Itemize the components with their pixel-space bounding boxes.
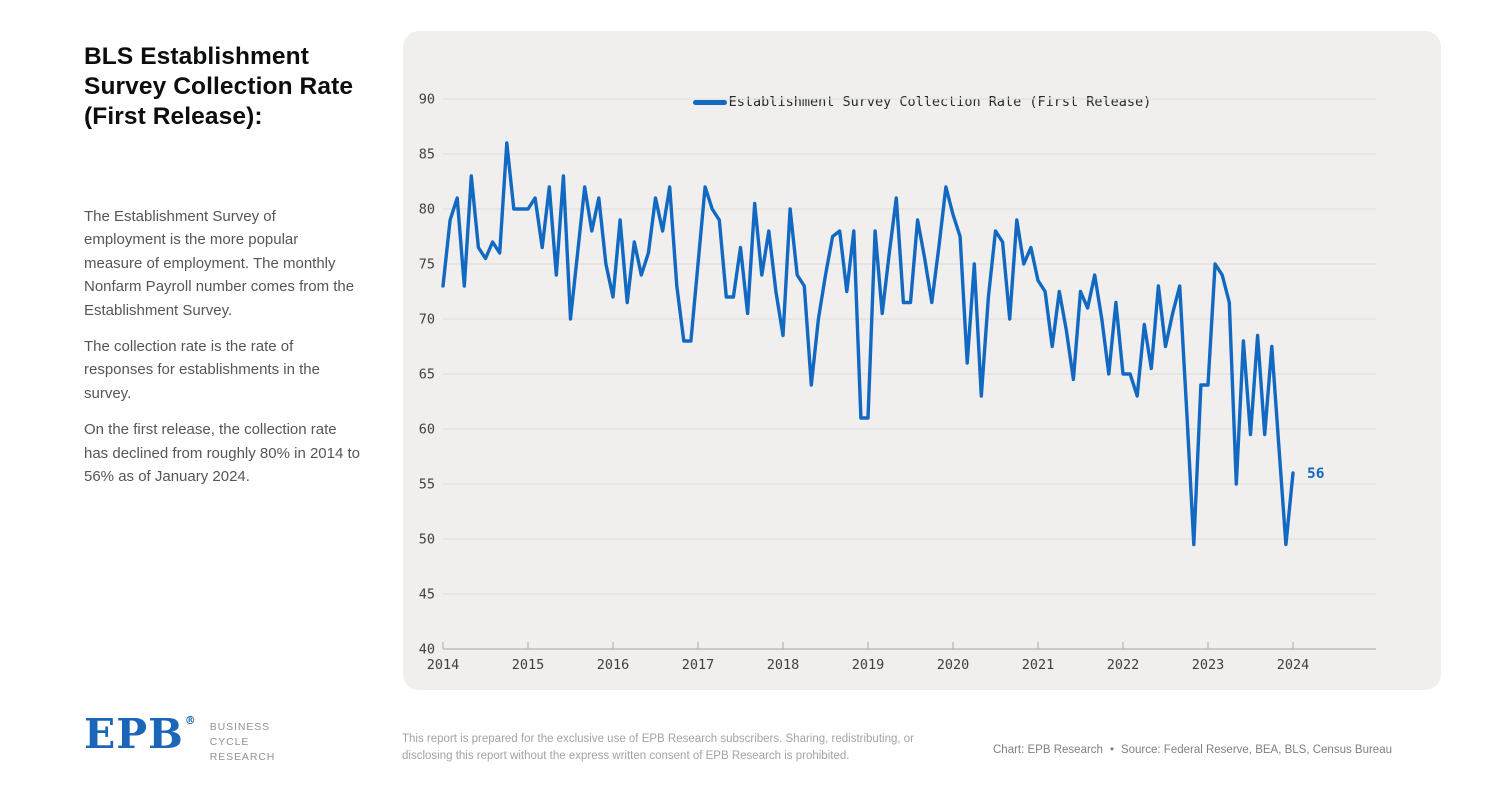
legend-label: Establishment Survey Collection Rate (Fi… [728,94,1152,110]
description-paragraph: The Establishment Survey of employment i… [84,208,355,319]
x-axis-tick-label: 2021 [1022,657,1055,673]
x-axis-tick-label: 2017 [682,657,715,673]
y-axis-tick-label: 90 [419,92,435,108]
epb-logo-mark: EPB® [84,710,197,758]
x-axis-tick-label: 2019 [852,657,885,673]
description-paragraph: The collection rate is the rate of respo… [84,337,320,402]
logo-sub-line: BUSINESS [209,721,271,733]
page-title: BLS Establishment Survey Collection Rate… [84,43,354,130]
y-axis-tick-label: 70 [419,312,435,328]
bullet-separator: • [1109,744,1114,756]
description-block: The Establishment Survey of employment i… [84,205,360,501]
x-axis-tick-label: 2020 [937,657,970,673]
y-axis-tick-label: 85 [419,147,435,163]
y-axis-tick-label: 55 [419,477,435,493]
source-text: Source: Federal Reserve, BEA, BLS, Censu… [1120,744,1392,756]
x-axis-tick-label: 2015 [512,657,545,673]
y-axis-tick-label: 65 [419,367,435,383]
legend-line-swatch [692,99,727,105]
x-axis-tick-label: 2016 [597,657,630,673]
chart-panel: Establishment Survey Collection Rate (Fi… [403,31,1441,690]
series-end-value-label: 56 [1307,466,1324,482]
y-axis-tick-label: 40 [419,642,435,658]
x-axis-tick-label: 2014 [427,657,460,673]
x-axis-tick-label: 2018 [767,657,800,673]
y-axis-tick-label: 60 [419,422,435,438]
y-axis-tick-label: 45 [419,587,435,603]
registered-mark-icon: ® [184,714,197,727]
y-axis-tick-label: 80 [419,202,435,218]
x-axis-tick-label: 2022 [1107,657,1140,673]
chart-credit: Chart: EPB Research • Source: Federal Rese… [993,744,1393,756]
credit-text: Chart: EPB Research [993,744,1103,756]
description-paragraph: On the first release, the collection rat… [84,421,361,485]
disclaimer-text: This report is prepared for the exclusiv… [402,733,914,762]
y-axis-tick-label: 75 [419,257,435,273]
epb-logo: EPB® BUSINESS CYCLE RESEARCH [84,714,275,765]
logo-sub-line: CYCLE [209,735,250,748]
logo-sub-line: RESEARCH [209,750,276,763]
epb-logo-subtext: BUSINESS CYCLE RESEARCH [210,720,276,765]
x-axis-tick-label: 2023 [1192,657,1225,673]
y-axis-tick-label: 50 [419,532,435,548]
chart-legend: Establishment Survey Collection Rate (Fi… [403,93,1441,111]
collection-rate-series-line [441,141,1295,547]
x-axis-tick-label: 2024 [1277,657,1310,673]
